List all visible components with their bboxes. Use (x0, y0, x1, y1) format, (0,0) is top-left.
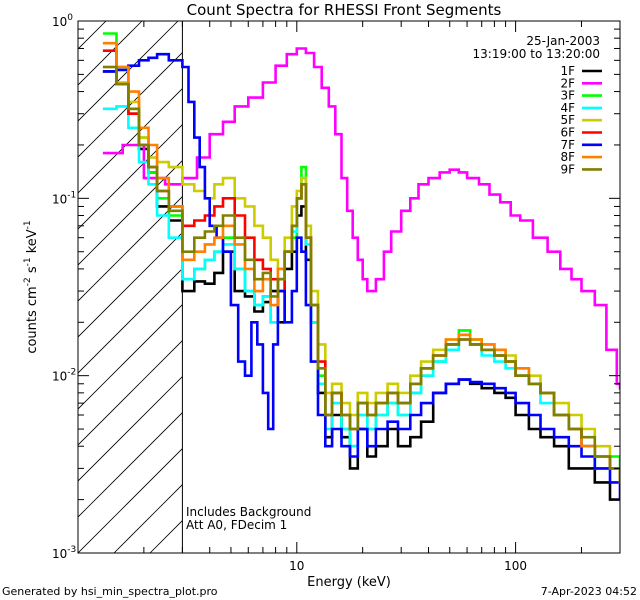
observation-date: 25-Jan-2003 (526, 34, 600, 48)
hatch-line (78, 21, 107, 50)
y-tick-exponent: -2 (67, 368, 76, 378)
hatch-line (78, 21, 143, 86)
y-tick-base: 10 (52, 15, 67, 29)
legend-label-4f: 4F (560, 101, 575, 115)
y-tick-label: 10-2 (52, 368, 76, 384)
hatch-line (78, 160, 183, 266)
legend-label-6f: 6F (560, 126, 575, 140)
y-tick-base: 10 (52, 192, 67, 206)
x-axis-label: Energy (keV) (307, 575, 391, 590)
series-line-7f (102, 52, 620, 501)
x-axis-ticks: 10 100 (77, 21, 621, 573)
hatch-line (78, 304, 183, 410)
hatch-line (78, 340, 183, 446)
hatch-line (78, 412, 183, 518)
hatch-line (78, 232, 183, 338)
y-label-part-c: s (25, 266, 40, 277)
hatch-line (78, 448, 183, 553)
y-tick-exponent: -3 (67, 545, 76, 555)
y-tick-label: 10-3 (52, 545, 76, 561)
chart-title: Count Spectra for RHESSI Front Segments (187, 1, 502, 19)
y-tick-base: 10 (52, 370, 67, 384)
series-line-4f (102, 105, 620, 484)
hatch-line (78, 268, 183, 374)
series-group (102, 32, 620, 501)
legend-label-8f: 8F (560, 150, 575, 164)
y-axis-label: counts cm-2 s-1 keV-1 (23, 220, 40, 353)
hatch-line (78, 52, 183, 158)
y-tick-label: 10-1 (52, 190, 76, 206)
hatch-line (78, 21, 179, 122)
x-tick-label: 10 (289, 559, 304, 573)
legend-label-9f: 9F (560, 162, 575, 176)
legend-label-1f: 1F (560, 64, 575, 78)
legend-label-3f: 3F (560, 89, 575, 103)
legend-label-2f: 2F (560, 76, 575, 90)
y-label-exp-1: -2 (23, 277, 33, 286)
hatch-line (78, 376, 183, 482)
footer-date-time: 7-Apr-2023 04:52 (541, 585, 637, 598)
footer-generated-by: Generated by hsi_min_spectra_plot.pro (2, 585, 218, 598)
y-label-part-a: counts cm (25, 286, 40, 353)
y-tick-base: 10 (52, 547, 67, 561)
hatch-line (78, 196, 183, 302)
series-line-2f (102, 47, 620, 390)
hatch-line (78, 88, 183, 194)
observation-time-range: 13:19:00 to 13:20:00 (473, 47, 600, 61)
series-line-9f (102, 65, 620, 484)
background-hatch-region (78, 21, 183, 553)
y-tick-exponent: -1 (67, 190, 76, 200)
legend-label-7f: 7F (560, 138, 575, 152)
y-tick-label: 100 (52, 13, 73, 29)
y-tick-exponent: 0 (67, 13, 73, 23)
hatch-line (78, 124, 183, 230)
plot-frame (77, 20, 621, 554)
y-label-exp-3: -1 (23, 220, 33, 229)
legend-label-5f: 5F (560, 113, 575, 127)
x-tick-label: 100 (504, 559, 527, 573)
annotation-background: Includes Background (186, 505, 311, 519)
annotation-attenuator: Att A0, FDecim 1 (186, 518, 287, 532)
y-label-exp-2: -1 (23, 257, 33, 266)
series-line-1f (102, 70, 620, 501)
y-label-part-e: keV (25, 229, 40, 257)
